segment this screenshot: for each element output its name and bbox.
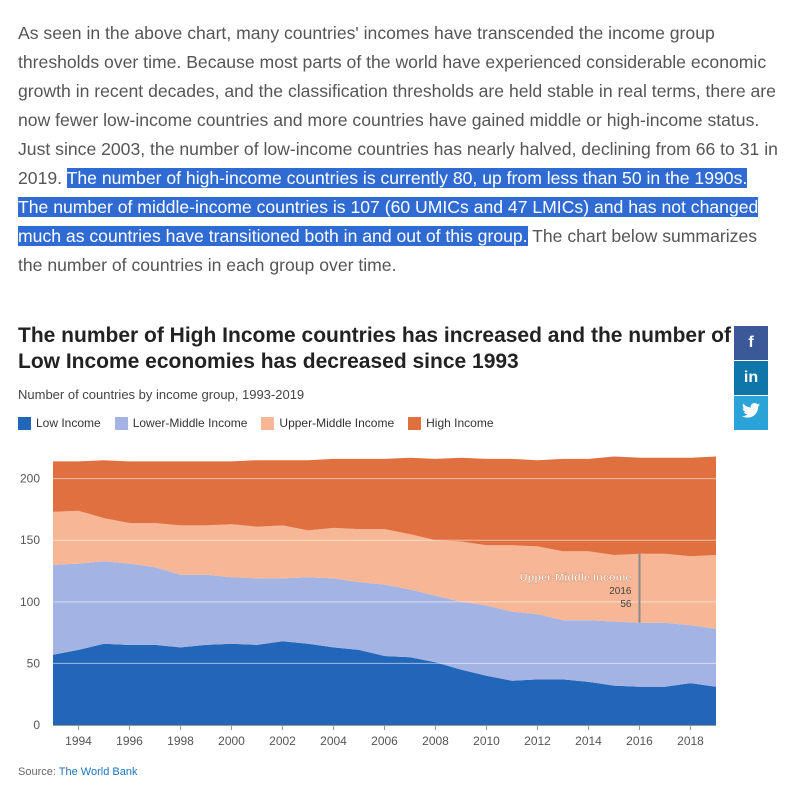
x-tick-label: 2018 (677, 734, 704, 748)
chart-source: Source: The World Bank (18, 766, 137, 778)
source-label: Source: (18, 766, 56, 778)
chart-legend: Low Income Lower-Middle Income Upper-Mid… (18, 416, 494, 430)
y-tick-label: 200 (20, 472, 40, 486)
legend-item-upper-middle-income[interactable]: Upper-Middle Income (261, 416, 394, 430)
source-link[interactable]: The World Bank (58, 766, 138, 778)
linkedin-icon: in (743, 369, 759, 386)
x-tick-label: 2008 (422, 734, 449, 748)
linkedin-share-button[interactable]: in (734, 361, 768, 395)
annotation-value: 56 (620, 599, 632, 610)
y-tick-label: 100 (20, 595, 40, 609)
x-tick-label: 2012 (524, 734, 551, 748)
x-tick-label: 2014 (575, 734, 602, 748)
area-high-income (53, 456, 716, 557)
legend-label: High Income (426, 416, 494, 430)
twitter-icon (742, 403, 760, 423)
x-tick-label: 1994 (65, 734, 92, 748)
legend-item-lower-middle-income[interactable]: Lower-Middle Income (114, 416, 248, 430)
chart-title: The number of High Income countries has … (18, 324, 731, 373)
intro-text-end: The chart below summarizes the number of… (18, 226, 758, 275)
intro-paragraph: As seen in the above chart, many countri… (18, 19, 778, 280)
stacked-area-chart: 0 50 100 150 200 1994 1996 1998 2000 2002 2004 2006… (20, 456, 716, 748)
x-tick-label: 1998 (167, 734, 194, 748)
intro-highlighted-text: The number of high-income countries is c… (18, 168, 759, 246)
y-tick-label: 50 (27, 656, 41, 670)
legend-item-high-income[interactable]: High Income (408, 416, 494, 430)
legend-swatch (408, 416, 422, 430)
intro-text: As seen in the above chart, many countri… (18, 23, 778, 188)
y-tick-label: 150 (20, 533, 40, 547)
legend-swatch (114, 416, 128, 430)
legend-swatch (18, 416, 31, 430)
annotation-series-label: Upper-Middle Income (520, 572, 632, 584)
legend-label: Low Income (36, 416, 101, 430)
x-tick-label: 1996 (116, 734, 143, 748)
chart-subtitle: Number of countries by income group, 199… (18, 387, 305, 402)
twitter-share-button[interactable] (734, 396, 768, 430)
x-tick-label: 2010 (473, 734, 500, 748)
facebook-icon: f (748, 334, 754, 351)
legend-label: Upper-Middle Income (279, 416, 395, 430)
facebook-share-button[interactable]: f (734, 326, 768, 360)
area-low-income (53, 641, 716, 725)
x-tick-label: 2000 (218, 734, 245, 748)
legend-item-low-income[interactable]: Low Income (18, 416, 101, 430)
x-tick-label: 2006 (371, 734, 398, 748)
x-tick-label: 2004 (320, 734, 347, 748)
y-tick-label: 0 (33, 718, 40, 732)
legend-swatch (261, 416, 275, 430)
area-lower-middle-income (53, 561, 716, 687)
legend-label: Lower-Middle Income (132, 416, 248, 430)
x-tick-label: 2016 (626, 734, 653, 748)
x-tick-label: 2002 (269, 734, 296, 748)
annotation-year: 2016 (609, 586, 632, 597)
